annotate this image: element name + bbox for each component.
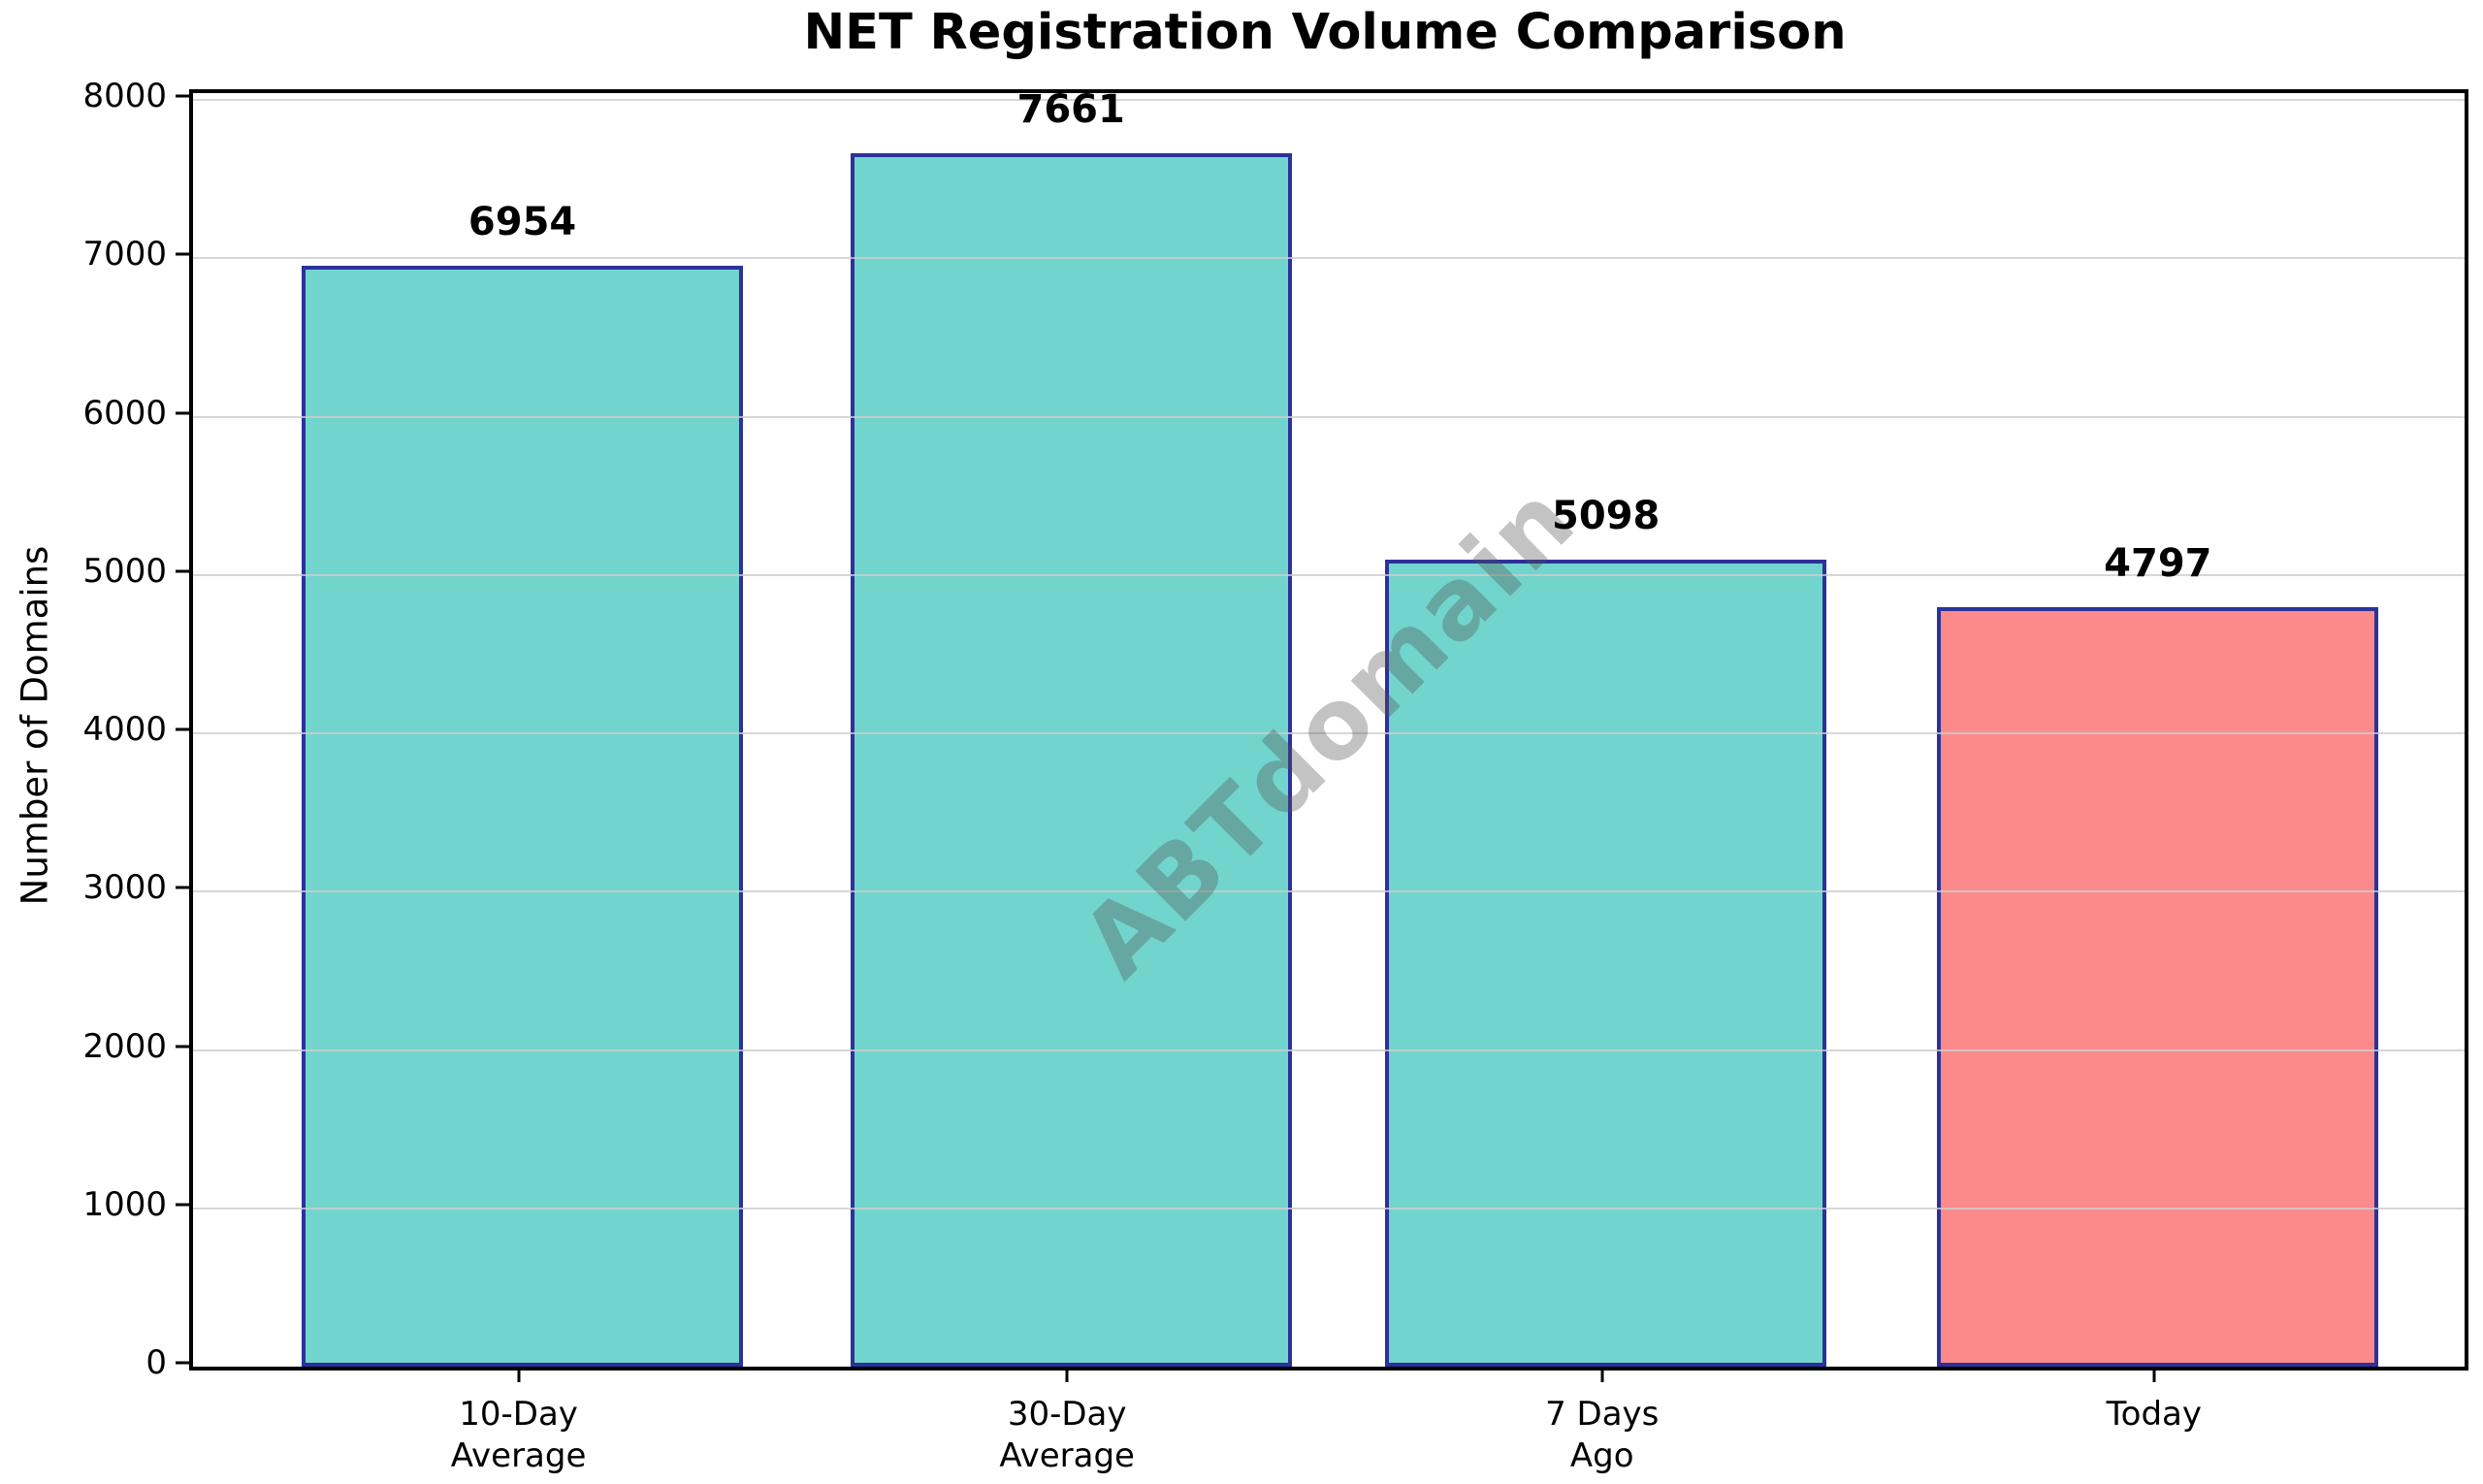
gridline-7000 — [193, 257, 2465, 260]
bar-4 — [1937, 606, 2379, 1367]
bar-2 — [850, 153, 1292, 1367]
y-tick-mark-4000 — [176, 727, 189, 731]
x-tick-label-1: 10-Day Average — [450, 1395, 587, 1475]
chart-title: NET Registration Volume Comparison — [803, 4, 1847, 61]
y-tick-mark-7000 — [176, 252, 189, 256]
x-tick-mark-2 — [1065, 1367, 1069, 1382]
y-tick-mark-5000 — [176, 569, 189, 573]
plot-area: 6954 7661 5098 4797 ABTdomain — [189, 89, 2468, 1371]
x-tick-label-4: Today — [2106, 1395, 2202, 1434]
y-tick-mark-6000 — [176, 411, 189, 414]
y-tick-mark-1000 — [176, 1203, 189, 1207]
y-tick-mark-8000 — [176, 94, 189, 98]
y-tick-label-2000: 2000 — [82, 1026, 167, 1066]
bar-3 — [1385, 559, 1827, 1367]
bar-value-label-1: 6954 — [468, 199, 577, 244]
bar-value-label-2: 7661 — [1016, 87, 1125, 133]
y-axis-label: Number of Domains — [14, 545, 56, 906]
x-tick-label-3: 7 Days Ago — [1545, 1395, 1660, 1475]
y-tick-label-3000: 3000 — [82, 868, 167, 908]
y-tick-label-8000: 8000 — [82, 77, 167, 116]
y-tick-mark-2000 — [176, 1045, 189, 1048]
y-tick-label-4000: 4000 — [82, 710, 167, 749]
y-tick-label-0: 0 — [145, 1343, 167, 1382]
y-tick-mark-0 — [176, 1361, 189, 1365]
bar-value-label-4: 4797 — [2104, 540, 2212, 586]
x-tick-mark-4 — [2152, 1367, 2156, 1382]
x-tick-mark-3 — [1600, 1367, 1604, 1382]
bar-value-label-3: 5098 — [1552, 493, 1661, 538]
y-tick-label-7000: 7000 — [82, 235, 167, 274]
y-tick-label-5000: 5000 — [82, 551, 167, 591]
bar-1 — [302, 265, 743, 1367]
y-tick-mark-3000 — [176, 886, 189, 889]
x-tick-label-2: 30-Day Average — [999, 1395, 1135, 1475]
x-tick-mark-1 — [517, 1367, 521, 1382]
y-tick-label-1000: 1000 — [82, 1184, 167, 1224]
gridline-8000 — [193, 99, 2465, 102]
y-tick-label-6000: 6000 — [82, 393, 167, 433]
